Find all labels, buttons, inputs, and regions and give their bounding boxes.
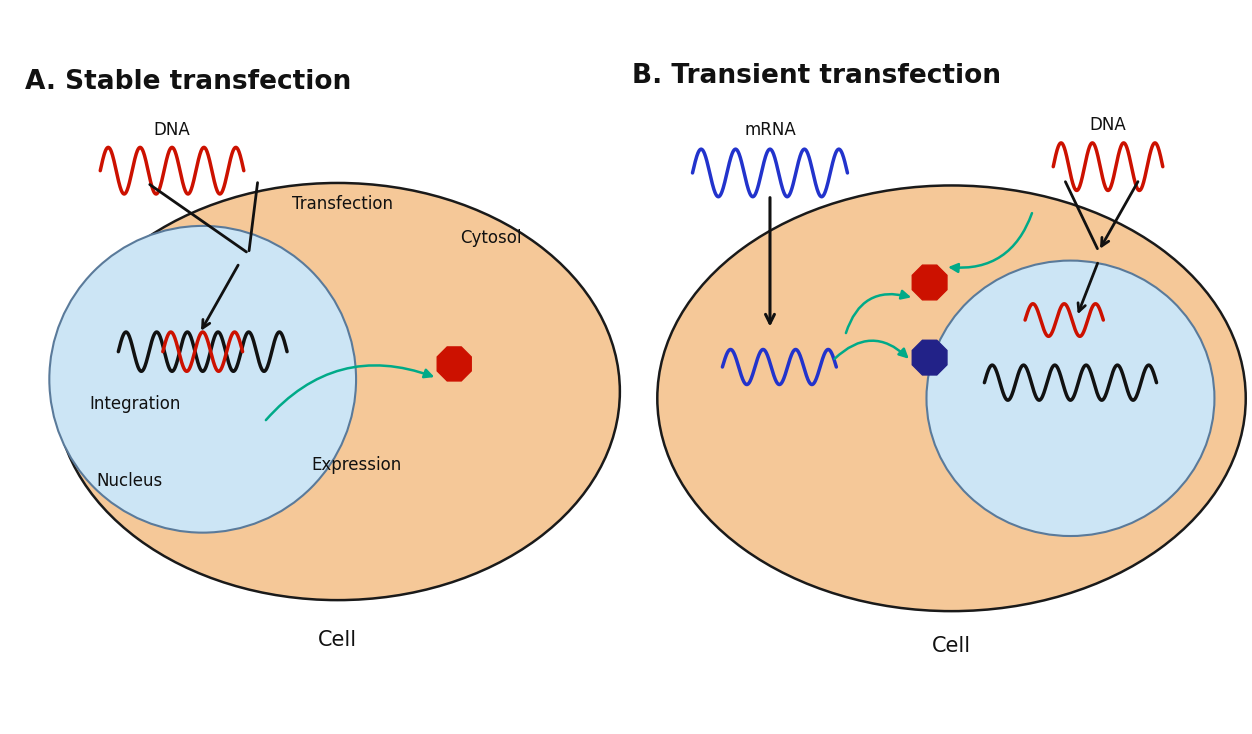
Ellipse shape xyxy=(926,261,1214,536)
Text: B. Transient transfection: B. Transient transfection xyxy=(632,63,1002,90)
Text: A. Stable transfection: A. Stable transfection xyxy=(25,70,351,95)
Ellipse shape xyxy=(49,226,356,533)
Text: mRNA: mRNA xyxy=(744,120,796,139)
Polygon shape xyxy=(913,265,947,300)
Text: Cytosol: Cytosol xyxy=(461,229,522,247)
Text: Transfection: Transfection xyxy=(292,195,393,214)
Ellipse shape xyxy=(55,183,620,600)
Text: Nucleus: Nucleus xyxy=(96,472,163,490)
FancyArrowPatch shape xyxy=(846,291,909,333)
Text: DNA: DNA xyxy=(1089,116,1127,134)
Polygon shape xyxy=(913,341,947,375)
Ellipse shape xyxy=(657,186,1246,611)
Text: Cell: Cell xyxy=(931,636,972,655)
Text: Integration: Integration xyxy=(90,395,180,413)
Text: Expression: Expression xyxy=(310,456,401,474)
Text: DNA: DNA xyxy=(154,121,190,139)
Polygon shape xyxy=(437,347,471,381)
FancyArrowPatch shape xyxy=(835,341,906,359)
FancyArrowPatch shape xyxy=(265,366,432,420)
Text: Cell: Cell xyxy=(318,630,357,650)
FancyArrowPatch shape xyxy=(950,213,1032,272)
